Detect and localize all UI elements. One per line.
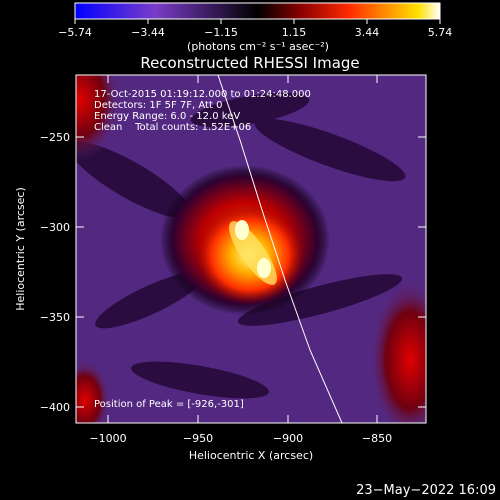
colorbar-tick: 3.44	[355, 26, 380, 39]
x-tick-label: −850	[362, 432, 392, 445]
info-energy-range: Energy Range: 6.0 - 12.0 keV	[94, 111, 240, 122]
colorbar-tick: −3.44	[131, 26, 165, 39]
y-tick-label: −300	[40, 221, 70, 234]
y-tick-label: −350	[40, 311, 70, 324]
colorbar-tick: −5.74	[58, 26, 92, 39]
y-axis-label: Heliocentric Y (arcsec)	[14, 187, 27, 311]
colorbar-gradient	[74, 2, 441, 20]
x-tick-label: −1000	[89, 432, 126, 445]
colorbar-tick: 1.15	[282, 26, 307, 39]
timestamp: 23−May−2022 16:09	[356, 483, 496, 498]
colorbar-units: (photons cm⁻² s⁻¹ asec⁻²)	[187, 40, 329, 53]
peak-position: Position of Peak = [-926,-301]	[94, 399, 244, 410]
x-axis-label: Heliocentric X (arcsec)	[189, 449, 313, 462]
y-tick-label: −400	[40, 401, 70, 414]
y-tick-label: −250	[40, 131, 70, 144]
colorbar-tick: −1.15	[204, 26, 238, 39]
info-counts: Clean Total counts: 1.52E+06	[94, 122, 251, 133]
info-block: 17-Oct-2015 01:19:12.000 to 01:24:48.000…	[94, 89, 311, 133]
x-tick-label: −900	[273, 432, 303, 445]
info-time-range: 17-Oct-2015 01:19:12.000 to 01:24:48.000	[94, 89, 311, 100]
plot-frame	[75, 74, 427, 424]
plot-title: Reconstructed RHESSI Image	[140, 54, 359, 72]
info-detectors: Detectors: 1F 5F 7F, Att 0	[94, 100, 222, 111]
x-tick-label: −950	[183, 432, 213, 445]
colorbar: −5.74 −3.44 −1.15 1.15 3.44 5.74 (photon…	[58, 2, 453, 53]
image-panel	[76, 75, 426, 423]
colorbar-tick: 5.74	[428, 26, 453, 39]
solar-limb-line	[217, 75, 343, 423]
